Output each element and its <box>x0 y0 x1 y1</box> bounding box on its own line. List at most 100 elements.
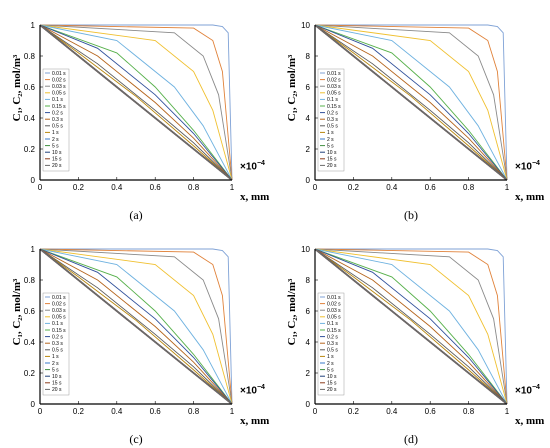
panel-caption: (a) <box>129 208 143 222</box>
y-tick-label: 6 <box>306 83 311 92</box>
legend-label: 10 s <box>52 374 62 380</box>
series-line-0_2s <box>39 248 233 405</box>
series-line-20s <box>39 24 233 181</box>
x-tick-label: 1 <box>230 183 235 192</box>
legend-label: 5 s <box>52 367 59 373</box>
legend-label: 20 s <box>52 387 62 393</box>
legend-label: 5 s <box>327 367 334 373</box>
legend-label: 0.5 s <box>52 348 63 354</box>
x-tick-label: 0.8 <box>188 183 200 192</box>
legend-label: 0.05 s <box>52 315 66 321</box>
series-line-1s <box>39 24 233 181</box>
legend-label: 0.2 s <box>52 110 63 116</box>
y-tick-label: 4 <box>306 338 311 347</box>
x-tick-label: 0.2 <box>73 407 85 416</box>
legend-label: 0.3 s <box>52 341 63 347</box>
legend-label: 1 s <box>327 130 334 136</box>
series-line-0_2s <box>314 24 508 181</box>
legend-label: 20 s <box>52 163 62 169</box>
y-tick-label: 4 <box>306 114 311 123</box>
legend-label: 0.5 s <box>327 348 338 354</box>
series-line-0_01s <box>40 248 233 405</box>
series-line-0_05s <box>314 248 508 405</box>
y-tick-label: 0 <box>31 400 36 409</box>
series-line-0_5s <box>314 248 508 405</box>
series-line-20s <box>39 248 233 405</box>
panel-c: C₁, C₂, mol/m³ 0 0.2 0.4 0.6 0.8 1 0 0.2 0.4 0.6 0… <box>0 224 275 448</box>
legend-label: 0.03 s <box>52 84 66 90</box>
y-tick-label: 0.6 <box>24 307 36 316</box>
series-line-0_03s <box>314 248 508 405</box>
panel-caption: (c) <box>129 432 143 446</box>
series-line-0_15s <box>39 24 233 181</box>
panel-a: C₁, C₂, mol/m³ 0 0.2 0.4 0.6 0.8 1 0 0.2 0.4 0.6 0… <box>0 0 275 224</box>
legend-label: 0.01 s <box>52 295 66 301</box>
x-tick-label: 1 <box>505 407 510 416</box>
series-line-1s <box>314 24 508 181</box>
legend-label: 5 s <box>327 143 334 149</box>
x-tick-label: 0.4 <box>111 183 123 192</box>
x-tick-label: 0.6 <box>425 407 437 416</box>
series-line-0_02s <box>39 248 233 405</box>
x-axis-label: x, mm <box>240 415 270 427</box>
legend-label: 5 s <box>52 143 59 149</box>
legend-label: 0.03 s <box>327 84 341 90</box>
series-line-20s <box>314 248 508 405</box>
legend-label: 0.15 s <box>327 328 341 334</box>
series-line-0_03s <box>39 248 233 405</box>
series-line-0_03s <box>39 24 233 181</box>
y-tick-label: 0.4 <box>24 114 36 123</box>
legend-label: 0.15 s <box>327 104 341 110</box>
series-line-0_05s <box>39 24 233 181</box>
y-tick-label: 0.8 <box>24 276 36 285</box>
x-tick-label: 0.8 <box>463 183 475 192</box>
x-axis-label: x, mm <box>240 191 270 203</box>
legend-label: 0.1 s <box>52 97 63 103</box>
legend-label: 10 s <box>327 150 337 156</box>
legend-label: 0.05 s <box>327 91 341 97</box>
series-line-0_5s <box>39 24 233 181</box>
y-tick-label: 8 <box>306 52 311 61</box>
y-tick-label: 0.8 <box>24 52 36 61</box>
y-tick-label: 0.2 <box>24 145 36 154</box>
y-tick-label: 2 <box>306 145 311 154</box>
series-line-0_15s <box>314 248 508 405</box>
legend-label: 0.15 s <box>52 328 66 334</box>
series-line-0_5s <box>39 248 233 405</box>
x-multiplier: ×10−4 <box>515 384 540 397</box>
series-line-0_01s <box>315 24 508 181</box>
series-line-0_05s <box>39 248 233 405</box>
legend-label: 2 s <box>327 137 334 143</box>
x-tick-label: 0.8 <box>463 407 475 416</box>
series-line-0_15s <box>314 24 508 181</box>
x-tick-label: 0.6 <box>425 183 437 192</box>
x-axis-label: x, mm <box>515 191 545 203</box>
series-line-0_3s <box>314 24 508 181</box>
series-line-0_02s <box>314 248 508 405</box>
series-line-0_2s <box>39 24 233 181</box>
legend-label: 1 s <box>327 354 334 360</box>
x-tick-label: 0.4 <box>386 407 398 416</box>
legend-label: 15 s <box>327 381 337 387</box>
legend-label: 0.01 s <box>327 71 341 77</box>
y-tick-label: 10 <box>301 245 310 254</box>
legend-label: 0.1 s <box>327 321 338 327</box>
legend-label: 0.01 s <box>52 71 66 77</box>
panel-caption: (d) <box>404 432 418 446</box>
legend-label: 0.3 s <box>327 341 338 347</box>
legend-label: 0.05 s <box>52 91 66 97</box>
legend-label: 10 s <box>327 374 337 380</box>
x-multiplier: ×10−4 <box>515 160 540 173</box>
series-line-0_15s <box>39 248 233 405</box>
y-tick-label: 8 <box>306 276 311 285</box>
y-tick-label: 1 <box>31 21 36 30</box>
legend-label: 0.03 s <box>327 308 341 314</box>
x-tick-label: 0.2 <box>73 183 85 192</box>
y-tick-label: 0 <box>31 176 36 185</box>
legend-label: 20 s <box>327 163 337 169</box>
legend-label: 0.03 s <box>52 308 66 314</box>
legend-label: 0.5 s <box>52 124 63 130</box>
series-line-0_05s <box>314 24 508 181</box>
y-tick-label: 0.6 <box>24 83 36 92</box>
series-line-0_3s <box>39 24 233 181</box>
